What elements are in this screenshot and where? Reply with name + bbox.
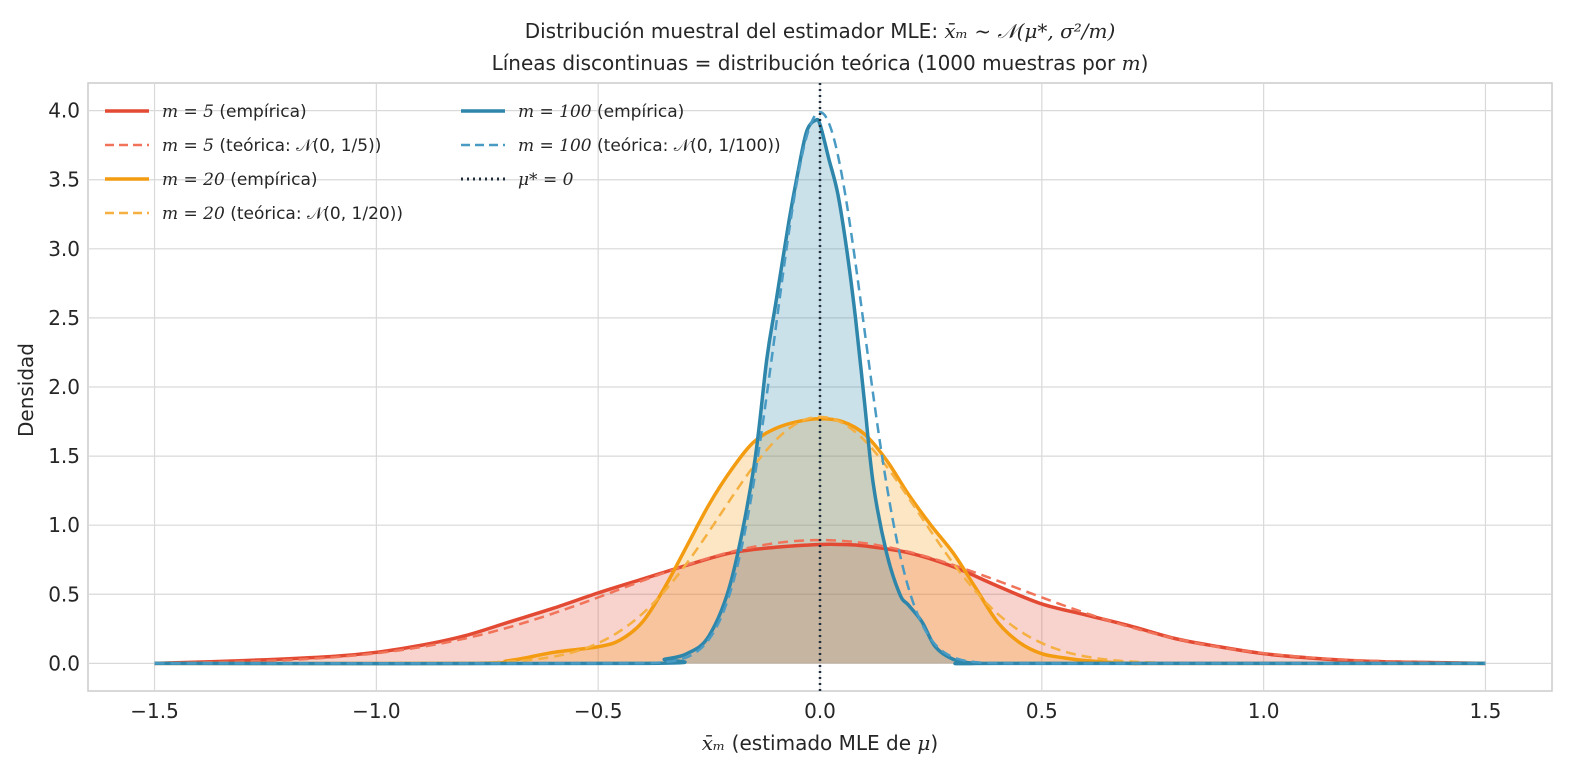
x-tick-label: 1.0: [1248, 699, 1280, 723]
x-tick-label: 0.0: [804, 699, 836, 723]
legend-label: m = 100 (empírica): [518, 102, 684, 122]
x-axis-ticks: −1.5 −1.0 −0.5 0.0 0.5 1.0 1.5: [130, 699, 1501, 723]
m-100-empirical-line: [154, 117, 1486, 666]
m-100-theoretical-line: [154, 110, 1486, 665]
y-tick-label: 1.5: [48, 444, 80, 468]
m-20-empirical-line: [154, 417, 1486, 666]
legend-entry-0-vline: μ* = 0: [461, 170, 574, 190]
legend: m = 5 (empírica) m = 5 (teórica: 𝒩(0, 1/5…: [105, 102, 781, 224]
m-5-empirical-line: [154, 542, 1486, 666]
y-axis-ticks: 0.0 0.5 1.0 1.5 2.0 2.5 3.0 3.5 4.0: [48, 99, 80, 676]
legend-entry-m-5-theoretical: m = 5 (teórica: 𝒩(0, 1/5)): [105, 136, 381, 156]
y-tick-label: 2.0: [48, 375, 80, 399]
m-100-empirical-fill: [154, 119, 1486, 664]
y-tick-label: 0.0: [48, 651, 80, 675]
x-tick-label: −0.5: [574, 699, 623, 723]
legend-label: μ* = 0: [518, 170, 574, 190]
chart-title: Distribución muestral del estimador MLE:…: [492, 19, 1149, 75]
legend-entry-m-100-empirical: m = 100 (empírica): [461, 102, 684, 122]
series-lines: [154, 83, 1486, 691]
x-tick-label: −1.5: [130, 699, 179, 723]
y-tick-label: 0.5: [48, 582, 80, 606]
legend-entry-m-20-theoretical: m = 20 (teórica: 𝒩(0, 1/20)): [105, 204, 403, 224]
y-tick-label: 1.0: [48, 513, 80, 537]
legend-label: m = 20 (empírica): [162, 170, 318, 190]
y-tick-label: 3.0: [48, 237, 80, 261]
chart-title-line2: Líneas discontinuas = distribución teóri…: [492, 51, 1149, 75]
y-tick-label: 3.5: [48, 168, 80, 192]
y-axis-label: Densidad: [14, 343, 38, 437]
x-tick-label: 0.5: [1026, 699, 1058, 723]
y-tick-label: 2.5: [48, 306, 80, 330]
legend-entry-m-5-empirical: m = 5 (empírica): [105, 102, 307, 122]
x-tick-label: 1.5: [1470, 699, 1502, 723]
legend-label: m = 5 (teórica: 𝒩(0, 1/5)): [162, 136, 381, 156]
x-axis-label: x̄ₘ (estimado MLE de μ): [702, 731, 938, 755]
legend-label: m = 5 (empírica): [162, 102, 307, 122]
m-20-empirical-fill: [154, 418, 1486, 664]
legend-label: m = 20 (teórica: 𝒩(0, 1/20)): [162, 204, 403, 224]
chart-title-line1: Distribución muestral del estimador MLE:…: [525, 19, 1116, 43]
legend-entry-m-20-empirical: m = 20 (empírica): [105, 170, 318, 190]
m-5-theoretical-line: [154, 538, 1486, 665]
legend-entry-m-100-theoretical: m = 100 (teórica: 𝒩(0, 1/100)): [461, 136, 781, 156]
legend-label: m = 100 (teórica: 𝒩(0, 1/100)): [518, 136, 781, 156]
y-tick-label: 4.0: [48, 99, 80, 123]
x-tick-label: −1.0: [352, 699, 401, 723]
